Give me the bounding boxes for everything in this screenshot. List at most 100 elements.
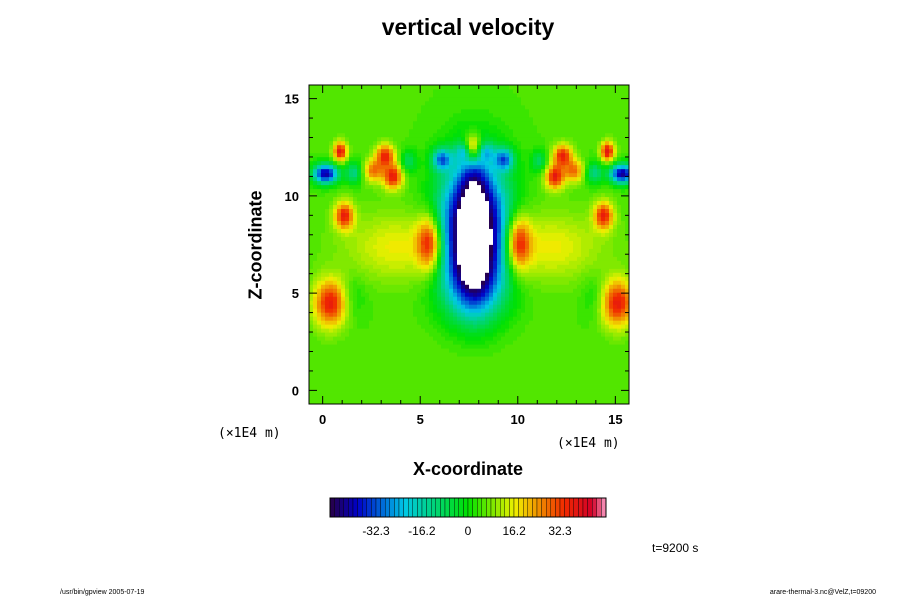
heatmap-cell xyxy=(397,372,402,377)
heatmap-cell xyxy=(533,232,538,237)
heatmap-cell xyxy=(385,236,390,241)
heatmap-cell xyxy=(429,88,434,94)
heatmap-cell xyxy=(461,168,466,174)
heatmap-cell xyxy=(485,336,490,341)
heatmap-cell xyxy=(409,316,414,321)
heatmap-cell xyxy=(397,232,402,237)
heatmap-cell xyxy=(333,208,338,213)
heatmap-cell xyxy=(505,212,510,217)
heatmap-cell xyxy=(549,376,554,381)
heatmap-cell xyxy=(309,148,314,154)
heatmap-cell xyxy=(493,316,498,321)
heatmap-cell xyxy=(429,364,434,369)
heatmap-cell xyxy=(469,232,474,237)
heatmap-cell xyxy=(489,276,494,281)
heatmap-cell xyxy=(517,288,522,293)
heatmap-cell xyxy=(317,400,322,405)
heatmap-cell xyxy=(377,268,382,273)
heatmap-cell xyxy=(529,224,534,229)
heatmap-cell xyxy=(309,284,314,289)
heatmap-cell xyxy=(341,304,346,309)
heatmap-cell xyxy=(361,400,366,405)
heatmap-cell xyxy=(325,156,330,162)
heatmap-cell xyxy=(461,360,466,365)
heatmap-cell xyxy=(461,324,466,329)
heatmap-cell xyxy=(381,208,386,213)
heatmap-cell xyxy=(389,400,394,405)
heatmap-cell xyxy=(461,392,466,397)
heatmap-cell xyxy=(429,104,434,110)
heatmap-cell xyxy=(545,288,550,293)
heatmap-cell xyxy=(317,372,322,377)
heatmap-cell xyxy=(545,296,550,301)
heatmap-cell xyxy=(409,336,414,341)
heatmap-cell xyxy=(541,292,546,297)
heatmap-cell xyxy=(461,232,466,237)
heatmap-cell xyxy=(361,244,366,249)
heatmap-cell xyxy=(429,184,434,190)
heatmap-cell xyxy=(521,320,526,325)
heatmap-cell xyxy=(485,308,490,313)
heatmap-cell xyxy=(409,280,414,285)
heatmap-cell xyxy=(453,244,458,249)
heatmap-cell xyxy=(417,85,422,90)
heatmap-cell xyxy=(453,316,458,321)
heatmap-cell xyxy=(461,340,466,345)
heatmap-cell xyxy=(385,248,390,253)
heatmap-cell xyxy=(409,124,414,130)
heatmap-cell xyxy=(377,160,382,166)
heatmap-cell xyxy=(465,144,470,150)
heatmap-cell xyxy=(497,356,502,361)
heatmap-cell xyxy=(461,256,466,261)
heatmap-cell xyxy=(405,120,410,126)
heatmap-cell xyxy=(525,196,530,202)
heatmap-cell xyxy=(341,152,346,158)
heatmap-cell xyxy=(345,300,350,305)
heatmap-cell xyxy=(385,188,390,194)
heatmap-cell xyxy=(497,140,502,146)
heatmap-cell xyxy=(313,220,318,225)
heatmap-cell xyxy=(497,344,502,349)
heatmap-cell xyxy=(525,256,530,261)
heatmap-cell xyxy=(325,204,330,210)
heatmap-cell xyxy=(541,172,546,178)
heatmap-cell xyxy=(377,144,382,150)
heatmap-cell xyxy=(345,396,350,401)
heatmap-cell xyxy=(317,136,322,142)
heatmap-cell xyxy=(521,344,526,349)
heatmap-cell xyxy=(457,324,462,329)
heatmap-cell xyxy=(313,172,318,178)
heatmap-cell xyxy=(545,92,550,98)
heatmap-cell xyxy=(545,316,550,321)
heatmap-cell xyxy=(389,116,394,122)
heatmap-cell xyxy=(553,296,558,301)
heatmap-cell xyxy=(385,252,390,257)
heatmap-cell xyxy=(541,228,546,233)
heatmap-cell xyxy=(365,264,370,269)
heatmap-cell xyxy=(417,344,422,349)
heatmap-cell xyxy=(485,300,490,305)
heatmap-cell xyxy=(553,108,558,114)
heatmap-cell xyxy=(521,212,526,217)
heatmap-cell xyxy=(529,340,534,345)
heatmap-cell xyxy=(553,320,558,325)
heatmap-cell xyxy=(409,384,414,389)
heatmap-cell xyxy=(469,180,474,186)
heatmap-cell xyxy=(345,85,350,90)
heatmap-cell xyxy=(509,340,514,345)
heatmap-cell xyxy=(465,372,470,377)
heatmap-cell xyxy=(485,96,490,102)
heatmap-cell xyxy=(433,168,438,174)
heatmap-cell xyxy=(489,140,494,146)
heatmap-cell xyxy=(401,244,406,249)
heatmap-cell xyxy=(341,180,346,186)
heatmap-cell xyxy=(365,316,370,321)
heatmap-cell xyxy=(541,304,546,309)
heatmap-cell xyxy=(521,256,526,261)
heatmap-cell xyxy=(317,112,322,118)
heatmap-cell xyxy=(321,372,326,377)
heatmap-cell xyxy=(353,308,358,313)
heatmap-cell xyxy=(357,216,362,221)
heatmap-cell xyxy=(489,316,494,321)
heatmap-cell xyxy=(437,212,442,217)
